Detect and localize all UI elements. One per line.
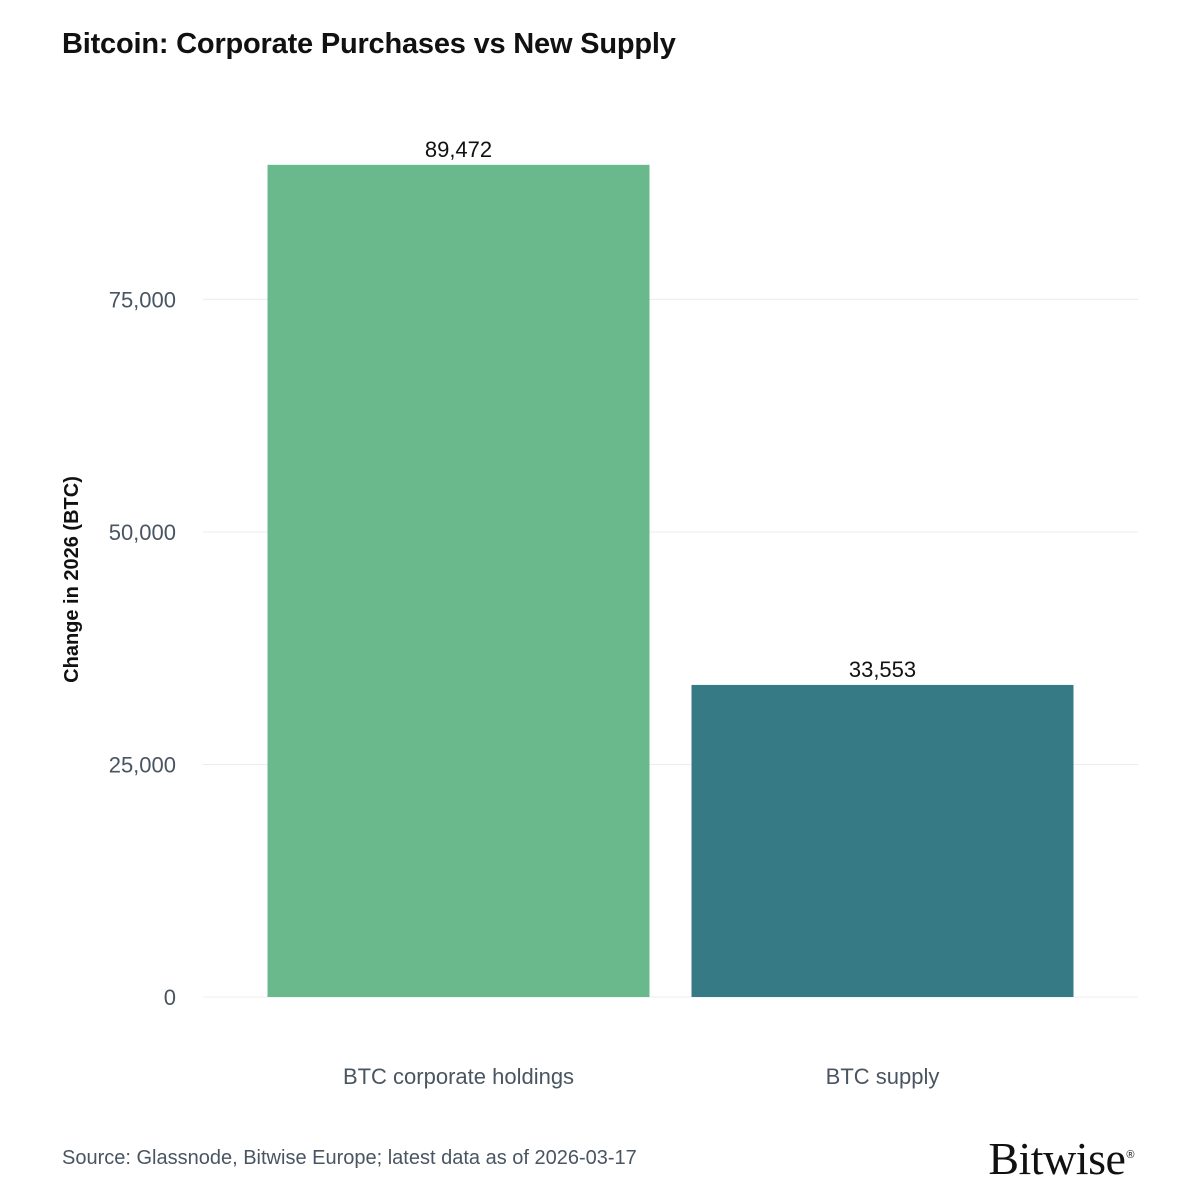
source-note: Source: Glassnode, Bitwise Europe; lates…: [62, 1147, 637, 1169]
bitwise-logo: Bitwise®: [988, 1136, 1134, 1182]
y-tick-label: 75,000: [109, 287, 176, 312]
registered-mark: ®: [1126, 1149, 1134, 1161]
bar-corporate-holdings: [267, 164, 650, 997]
y-tick-label: 50,000: [109, 520, 176, 545]
x-axis-categories: BTC corporate holdings BTC supply: [343, 1064, 939, 1089]
y-axis-label: Change in 2026 (BTC): [61, 476, 83, 683]
x-category-label: BTC corporate holdings: [343, 1064, 574, 1089]
y-tick-label: 25,000: [109, 752, 176, 777]
bar-value-label: 33,553: [849, 657, 916, 682]
y-tick-label: 0: [164, 985, 176, 1010]
bar-supply: [691, 684, 1074, 997]
logo-text: Bitwise: [988, 1133, 1126, 1184]
x-category-label: BTC supply: [826, 1064, 940, 1089]
bars: [267, 164, 1074, 997]
bar-value-labels: 89,472 33,553: [425, 137, 916, 682]
chart-title: Bitcoin: Corporate Purchases vs New Supp…: [62, 28, 676, 60]
y-axis-ticks: 0 25,000 50,000 75,000: [109, 287, 176, 1010]
bar-value-label: 89,472: [425, 137, 492, 162]
